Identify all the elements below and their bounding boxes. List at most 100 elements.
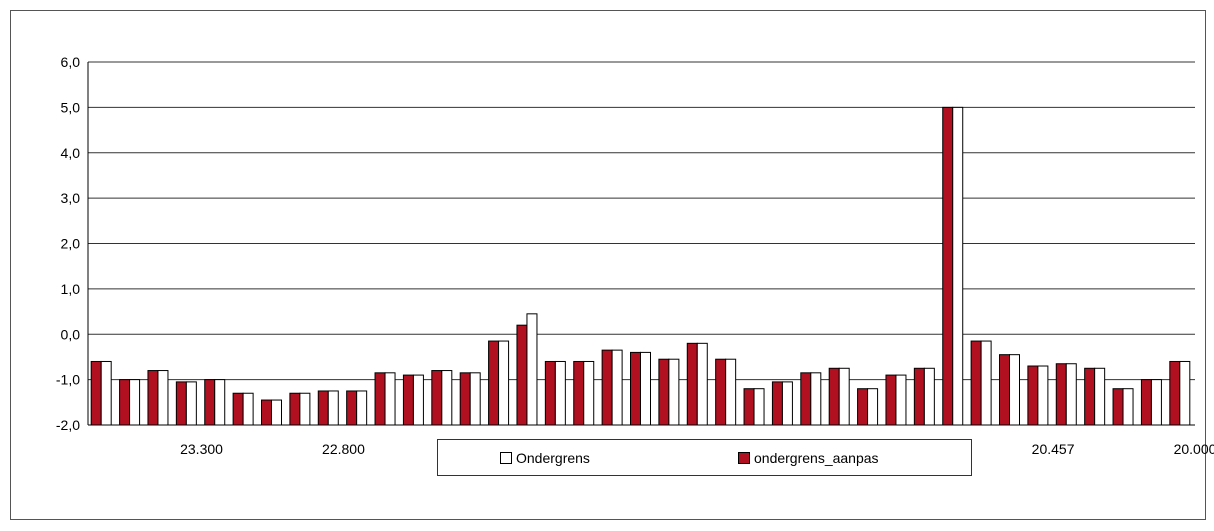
bar-ondergrens	[980, 340, 992, 426]
bar-ondergrens	[1122, 388, 1134, 426]
legend-swatch-ondergrens-aanpas	[738, 452, 750, 464]
bar-ondergrens-aanpas	[346, 390, 358, 426]
bar-ondergrens-aanpas	[204, 379, 216, 426]
x-tick-label: 20.457	[1032, 441, 1075, 457]
bar-ondergrens-aanpas	[544, 360, 556, 426]
bar-ondergrens-aanpas	[232, 392, 244, 426]
bar-ondergrens-aanpas	[1112, 388, 1124, 426]
bar-ondergrens	[327, 390, 339, 426]
bar-ondergrens-aanpas	[573, 360, 585, 426]
bar-ondergrens	[412, 374, 424, 426]
legend-item-ondergrens: Ondergrens	[500, 450, 590, 466]
bar-ondergrens	[157, 370, 169, 426]
bar-ondergrens	[498, 340, 510, 426]
bar-ondergrens	[554, 360, 566, 426]
bar-ondergrens	[526, 313, 538, 426]
gridlines	[88, 61, 1195, 381]
x-axis-ticks: 23.300 22.800 20.457 20.000	[180, 441, 1214, 457]
y-tick-label: 6,0	[61, 54, 81, 70]
bar-ondergrens	[611, 349, 623, 426]
bar-ondergrens	[725, 358, 737, 426]
bar-ondergrens	[952, 106, 964, 426]
bar-ondergrens-aanpas	[857, 388, 869, 426]
bar-ondergrens-aanpas	[885, 374, 897, 426]
bar-ondergrens	[640, 351, 651, 426]
bar-ondergrens-aanpas	[999, 354, 1010, 426]
chart-frame	[10, 10, 1206, 520]
bar-ondergrens	[129, 379, 141, 426]
bar-ondergrens	[185, 381, 197, 426]
bar-ondergrens	[242, 392, 254, 426]
y-axis-ticks: -2,0 -1,0 0,0 1,0 2,0 3,0 4,0 5,0 6,0	[56, 54, 80, 433]
legend-label-ondergrens: Ondergrens	[516, 450, 590, 466]
bar-ondergrens-aanpas	[374, 372, 386, 426]
bar-ondergrens-aanpas	[317, 390, 329, 426]
bar-ondergrens-aanpas	[686, 342, 698, 426]
y-tick-label: 5,0	[61, 99, 81, 115]
bar-ondergrens-aanpas	[261, 399, 272, 426]
legend: Ondergrens ondergrens_aanpas	[437, 439, 972, 476]
bar-ondergrens-aanpas	[630, 351, 641, 426]
bar-ondergrens-aanpas	[828, 367, 840, 426]
bar-ondergrens-aanpas	[90, 360, 102, 426]
bar-ondergrens-aanpas	[800, 372, 812, 426]
y-tick-label: 2,0	[61, 236, 81, 252]
bar-ondergrens	[299, 392, 311, 426]
bar-ondergrens-aanpas	[601, 349, 613, 426]
bar-ondergrens-aanpas	[913, 367, 925, 426]
bar-ondergrens-aanpas	[715, 358, 727, 426]
bar-ondergrens	[668, 358, 680, 426]
x-tick-label: 20.000	[1174, 441, 1214, 457]
bar-ondergrens-aanpas	[1140, 379, 1152, 426]
bar-ondergrens	[271, 399, 282, 426]
bar-ondergrens-aanpas	[488, 340, 500, 426]
legend-item-ondergrens-aanpas: ondergrens_aanpas	[738, 450, 879, 466]
bar-ondergrens	[867, 388, 879, 426]
bar-ondergrens	[838, 367, 850, 426]
bar-ondergrens	[753, 388, 765, 426]
bar-ondergrens	[1009, 354, 1020, 426]
bar-ondergrens-aanpas	[1055, 363, 1067, 426]
bar-ondergrens-aanpas	[516, 324, 528, 426]
y-tick-label: 1,0	[61, 281, 81, 297]
bar-ondergrens	[1065, 363, 1077, 426]
bar-ondergrens	[810, 372, 822, 426]
bar-ondergrens-aanpas	[402, 374, 414, 426]
bar-ondergrens-aanpas	[459, 372, 471, 426]
bar-ondergrens	[696, 342, 708, 426]
y-tick-label: 0,0	[61, 326, 81, 342]
bar-ondergrens	[895, 374, 907, 426]
bar-ondergrens	[1037, 365, 1049, 426]
bar-ondergrens	[356, 390, 368, 426]
bar-ondergrens-aanpas	[1169, 360, 1181, 426]
bar-ondergrens-aanpas	[119, 379, 131, 426]
y-tick-label: -1,0	[56, 372, 80, 388]
bar-ondergrens	[1150, 379, 1162, 426]
bar-ondergrens-aanpas	[431, 370, 443, 426]
bar-ondergrens-aanpas	[970, 340, 982, 426]
bar-ondergrens-aanpas	[1027, 365, 1039, 426]
y-tick-label: 4,0	[61, 145, 81, 161]
x-tick-label: 22.800	[322, 441, 365, 457]
bar-ondergrens	[1094, 367, 1106, 426]
bar-ondergrens-aanpas	[942, 106, 954, 426]
bar-ondergrens	[214, 379, 226, 426]
bar-ondergrens	[781, 381, 793, 426]
x-tick-label: 23.300	[180, 441, 223, 457]
legend-swatch-ondergrens	[500, 452, 512, 464]
bar-ondergrens	[384, 372, 396, 426]
bar-ondergrens-aanpas	[175, 381, 187, 426]
y-tick-label: 3,0	[61, 190, 81, 206]
bar-ondergrens-aanpas	[658, 358, 670, 426]
bar-ondergrens-aanpas	[743, 388, 755, 426]
bar-ondergrens	[923, 367, 935, 426]
bars	[90, 106, 1191, 426]
bar-ondergrens-aanpas	[289, 392, 301, 426]
bar-ondergrens-aanpas	[147, 370, 159, 426]
y-tick-label: -2,0	[56, 417, 80, 433]
bar-ondergrens-aanpas	[1084, 367, 1096, 426]
bar-ondergrens	[469, 372, 481, 426]
legend-label-ondergrens-aanpas: ondergrens_aanpas	[754, 450, 879, 466]
bar-ondergrens	[1179, 360, 1191, 426]
